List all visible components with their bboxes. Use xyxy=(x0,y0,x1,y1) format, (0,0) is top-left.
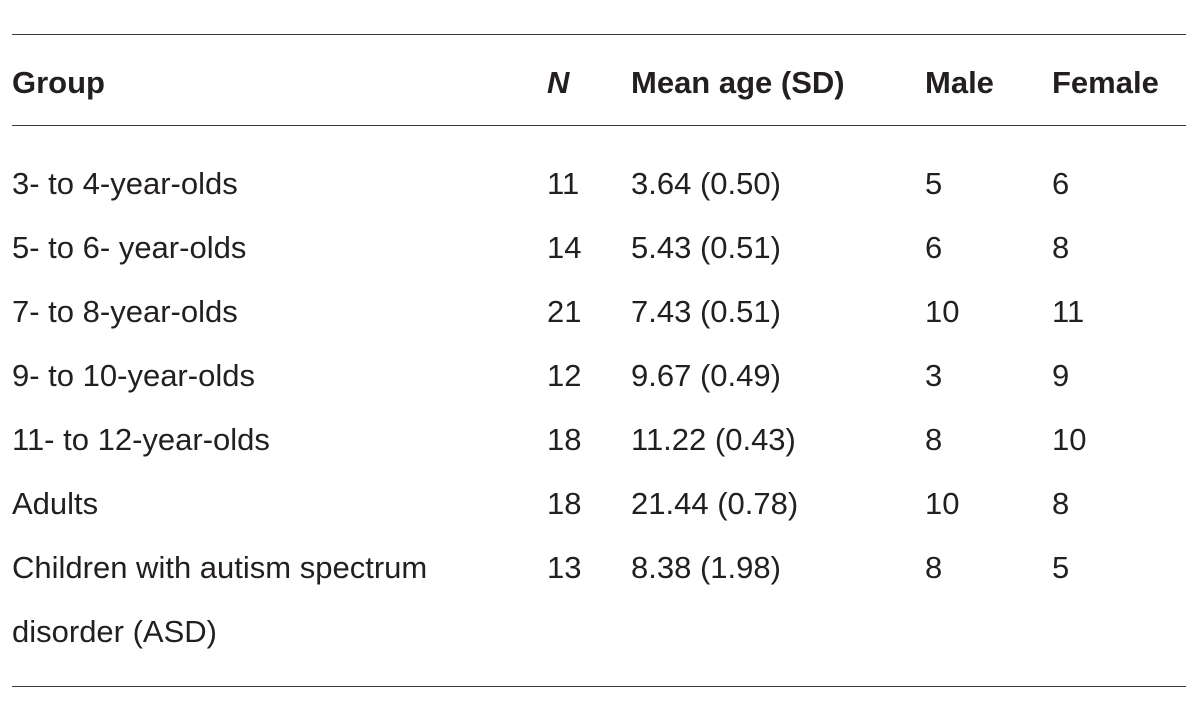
cell-n: 11 xyxy=(547,166,580,201)
cell-mean-age: 8.38 (1.98) xyxy=(631,550,781,585)
table-top-rule xyxy=(12,34,1186,35)
cell-n: 12 xyxy=(547,358,582,393)
header-n: N xyxy=(547,65,570,100)
cell-female: 5 xyxy=(1052,550,1070,585)
cell-n: 18 xyxy=(547,486,582,521)
header-group: Group xyxy=(12,65,105,100)
cell-mean-age: 9.67 (0.49) xyxy=(631,358,781,393)
table-header-rule xyxy=(12,125,1186,126)
cell-female: 8 xyxy=(1052,486,1070,521)
cell-n: 18 xyxy=(547,422,582,457)
cell-male: 5 xyxy=(925,166,943,201)
cell-group: 7- to 8-year-olds xyxy=(12,294,238,329)
cell-mean-age: 7.43 (0.51) xyxy=(631,294,781,329)
cell-group: 5- to 6- year-olds xyxy=(12,230,247,265)
cell-group: 3- to 4-year-olds xyxy=(12,166,238,201)
cell-male: 10 xyxy=(925,294,960,329)
cell-female: 11 xyxy=(1052,294,1085,329)
cell-male: 8 xyxy=(925,550,943,585)
cell-male: 10 xyxy=(925,486,960,521)
table-bottom-rule xyxy=(12,686,1186,687)
cell-male: 3 xyxy=(925,358,943,393)
header-mean-age: Mean age (SD) xyxy=(631,65,845,100)
cell-n: 21 xyxy=(547,294,582,329)
cell-group-line-2: disorder (ASD) xyxy=(12,614,217,649)
cell-male: 6 xyxy=(925,230,943,265)
cell-male: 8 xyxy=(925,422,943,457)
cell-female: 9 xyxy=(1052,358,1070,393)
cell-mean-age: 3.64 (0.50) xyxy=(631,166,781,201)
cell-mean-age: 5.43 (0.51) xyxy=(631,230,781,265)
header-male: Male xyxy=(925,65,994,100)
cell-mean-age: 21.44 (0.78) xyxy=(631,486,799,521)
cell-female: 10 xyxy=(1052,422,1087,457)
cell-group: 9- to 10-year-olds xyxy=(12,358,255,393)
cell-mean-age: 11.22 (0.43) xyxy=(631,422,796,457)
cell-female: 6 xyxy=(1052,166,1070,201)
cell-n: 14 xyxy=(547,230,582,265)
header-female: Female xyxy=(1052,65,1159,100)
cell-n: 13 xyxy=(547,550,582,585)
cell-female: 8 xyxy=(1052,230,1070,265)
cell-group: Adults xyxy=(12,486,99,521)
cell-group-line-1: Children with autism spectrum xyxy=(12,550,428,585)
cell-group: 11- to 12-year-olds xyxy=(12,422,270,457)
cell-group: Children with autism spectrum disorder (… xyxy=(12,536,512,664)
